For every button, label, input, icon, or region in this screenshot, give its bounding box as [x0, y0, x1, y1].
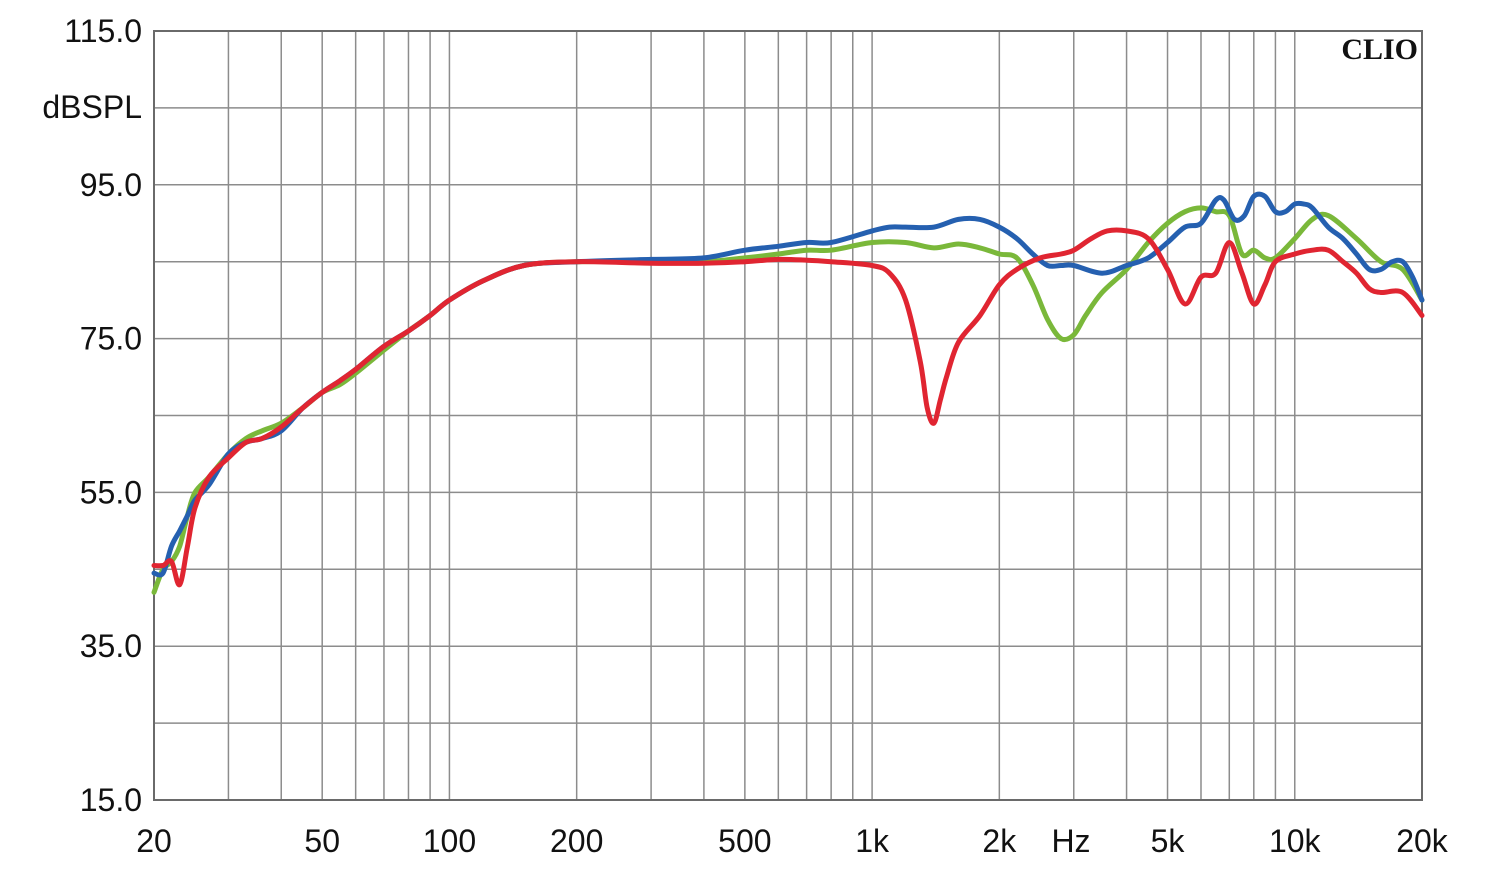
y-tick-label: 115.0 — [64, 13, 142, 49]
x-tick-label: 20 — [136, 823, 172, 859]
y-tick-label: 75.0 — [80, 321, 142, 357]
y-tick-label: 55.0 — [80, 474, 142, 510]
x-axis-unit-label: Hz — [1051, 823, 1090, 859]
x-tick-label: 500 — [718, 823, 771, 859]
x-tick-label: 1k — [855, 823, 890, 859]
y-tick-label: 15.0 — [80, 782, 142, 818]
series-line-1 — [151, 205, 1425, 595]
y-tick-label: 35.0 — [80, 628, 142, 664]
series-group — [151, 191, 1425, 595]
x-tick-label: 100 — [423, 823, 476, 859]
y-axis-label: dBSPL — [42, 89, 142, 125]
x-tick-label: 200 — [550, 823, 603, 859]
y-tick-label: 95.0 — [80, 167, 142, 203]
series-line-3 — [151, 227, 1425, 588]
x-tick-label: 2k — [982, 823, 1017, 859]
brand-logo-text: CLIO — [1341, 33, 1418, 66]
x-tick-label: 20k — [1396, 823, 1449, 859]
plot-area-border — [153, 30, 1423, 801]
x-tick-label: 5k — [1151, 823, 1186, 859]
grid — [154, 31, 1422, 800]
x-tick-label: 10k — [1269, 823, 1322, 859]
axis-labels: 15.0 35.0 55.0 75.0 95.0 115.0 20 50 100 200 500 1k… — [64, 13, 1449, 859]
x-tick-label: 50 — [304, 823, 340, 859]
